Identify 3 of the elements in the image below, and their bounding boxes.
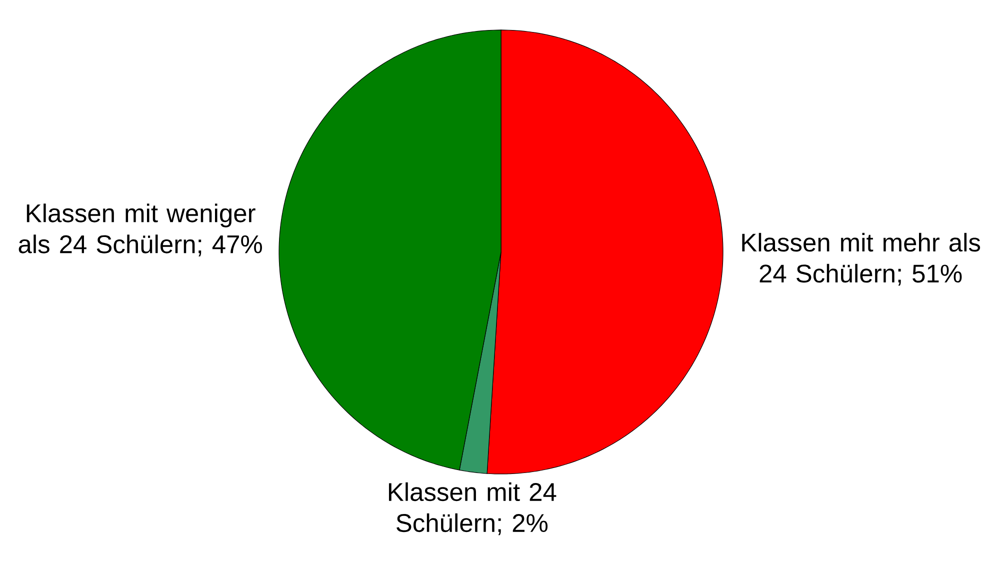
- slice-label: Klassen mit weniger als 24 Schülern; 47%: [18, 204, 262, 256]
- slice-label: Klassen mit 24 Schülern; 2%: [388, 482, 556, 536]
- slice-label: Klassen mit mehr als 24 Schülern; 51%: [742, 232, 980, 286]
